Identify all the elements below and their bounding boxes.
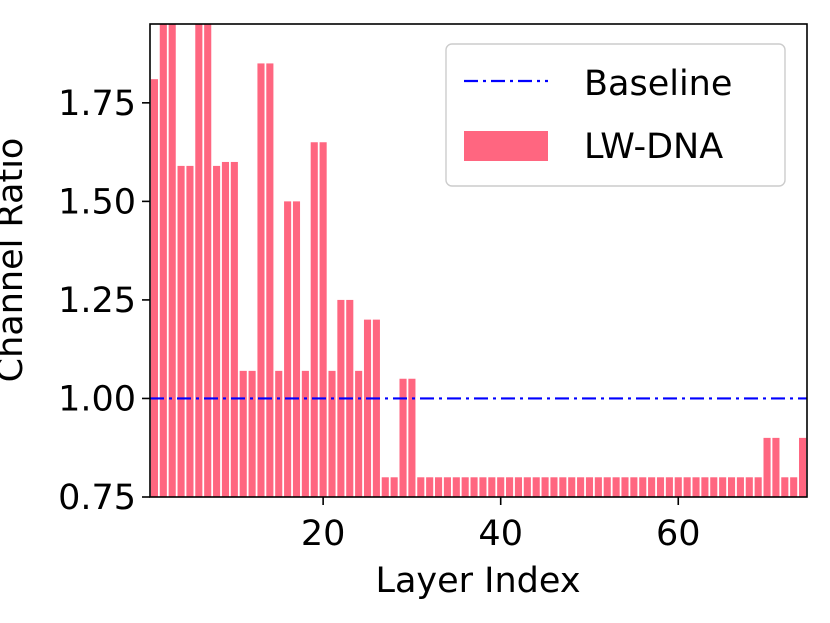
- bar-layer-28: [390, 477, 398, 497]
- bar-layer-3: [168, 24, 176, 497]
- bar-layer-60: [674, 477, 682, 497]
- y-tick-label: 1.75: [58, 84, 136, 124]
- bar-layer-64: [710, 477, 718, 497]
- bar-layer-62: [692, 477, 700, 497]
- bar-layer-68: [745, 477, 753, 497]
- bar-layer-36: [461, 477, 469, 497]
- bar-layer-16: [284, 201, 292, 497]
- bar-layer-58: [656, 477, 665, 497]
- x-axis-title: Layer Index: [375, 561, 580, 601]
- y-tick-label: 1.25: [58, 281, 136, 321]
- bar-layer-42: [514, 477, 523, 497]
- bar-layer-52: [603, 477, 611, 497]
- x-tick-label: 40: [478, 514, 523, 554]
- bar-layer-71: [772, 437, 780, 497]
- bar-layer-5: [186, 165, 194, 497]
- bar-layer-20: [319, 142, 327, 497]
- bar-layer-59: [665, 477, 673, 497]
- bar-layer-67: [736, 477, 744, 497]
- bar-layer-74: [799, 437, 807, 497]
- bar-layer-44: [532, 477, 540, 497]
- bar-layer-41: [506, 477, 514, 497]
- bar-layer-26: [372, 319, 380, 497]
- bar-layer-34: [443, 477, 451, 497]
- y-tick-label: 1.00: [58, 379, 136, 419]
- bar-layer-39: [488, 477, 496, 497]
- bar-layer-32: [426, 477, 434, 497]
- bar-layer-72: [781, 477, 789, 497]
- bar-layer-40: [497, 477, 505, 497]
- bar-layer-30: [408, 378, 416, 497]
- bar-layer-45: [541, 477, 549, 497]
- bars-group: [150, 24, 807, 498]
- bar-layer-2: [159, 24, 167, 497]
- bar-layer-19: [310, 142, 318, 497]
- bar-layer-46: [550, 477, 558, 497]
- bar-layer-69: [754, 477, 762, 497]
- bar-layer-66: [727, 477, 736, 497]
- bar-layer-61: [683, 477, 691, 497]
- bar-layer-63: [701, 477, 709, 497]
- bar-layer-31: [417, 477, 425, 497]
- bar-layer-57: [648, 477, 656, 497]
- bar-layer-65: [719, 477, 727, 497]
- bar-layer-37: [470, 477, 478, 497]
- bar-layer-38: [479, 477, 487, 497]
- bar-layer-43: [523, 477, 531, 497]
- bar-layer-11: [239, 370, 247, 497]
- bar-layer-12: [248, 370, 256, 497]
- bar-layer-7: [204, 24, 212, 497]
- plot-frame: [149, 23, 808, 498]
- y-axis-title: Channel Ratio: [0, 138, 31, 383]
- y-tick-label: 1.50: [58, 182, 136, 222]
- x-axis: 20 40 60: [301, 497, 701, 554]
- bar-layer-47: [559, 477, 567, 497]
- bar-layer-56: [639, 477, 647, 497]
- bar-layer-55: [630, 477, 638, 497]
- legend-lw-dna-swatch: [464, 131, 548, 161]
- bar-layer-13: [257, 63, 265, 498]
- bar-layer-14: [266, 63, 274, 498]
- bar-layer-33: [434, 477, 443, 497]
- legend-label-lw-dna: LW-DNA: [584, 127, 723, 167]
- bar-layer-15: [275, 370, 283, 497]
- bar-layer-18: [301, 370, 309, 497]
- legend: Baseline LW-DNA: [445, 43, 786, 187]
- bar-layer-4: [177, 165, 185, 497]
- bar-layer-25: [363, 319, 372, 497]
- y-axis: 0.75 1.00 1.25 1.50 1.75: [58, 84, 150, 518]
- bar-layer-9: [221, 161, 230, 498]
- y-tick-label: 0.75: [58, 478, 136, 518]
- bar-layer-21: [328, 370, 336, 497]
- bar-layer-50: [585, 477, 594, 497]
- bar-layer-1: [150, 79, 158, 497]
- bar-layer-6: [195, 24, 203, 497]
- bar-layer-73: [790, 477, 798, 497]
- bar-layer-10: [230, 161, 238, 498]
- bar-layer-48: [568, 477, 576, 497]
- bar-layer-29: [399, 378, 407, 497]
- bar-layer-70: [763, 437, 771, 497]
- legend-label-baseline: Baseline: [584, 64, 732, 104]
- x-tick-label: 20: [301, 514, 346, 554]
- bar-layer-51: [594, 477, 602, 497]
- bar-layer-24: [355, 370, 363, 497]
- bar-layer-49: [577, 477, 585, 497]
- bar-layer-17: [292, 201, 301, 497]
- x-tick-label: 60: [656, 514, 701, 554]
- bar-layer-27: [381, 477, 389, 497]
- bar-layer-53: [612, 477, 620, 497]
- bar-layer-8: [213, 165, 221, 497]
- bar-layer-35: [452, 477, 460, 497]
- bar-layer-54: [621, 477, 629, 497]
